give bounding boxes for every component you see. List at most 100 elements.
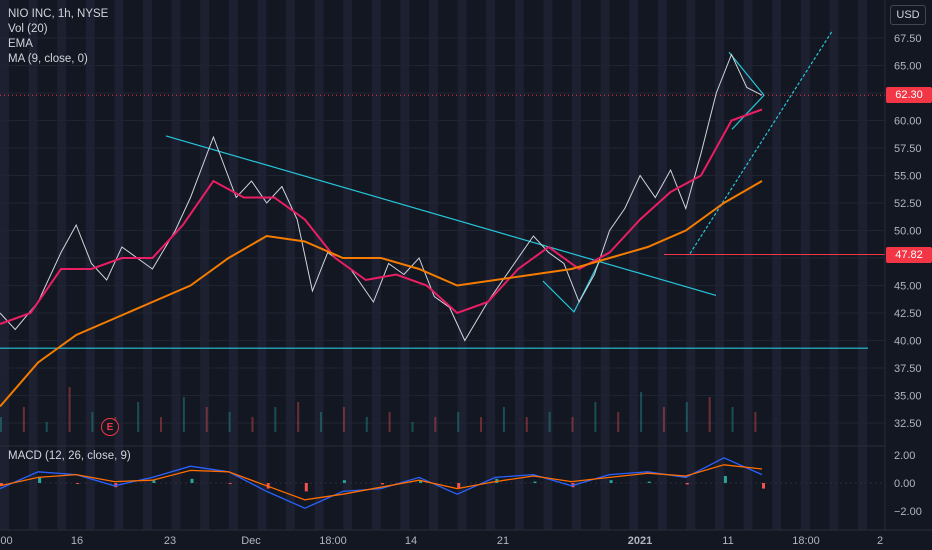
macd-histogram-bar bbox=[152, 480, 156, 483]
y-tick-label: 60.00 bbox=[894, 116, 922, 128]
volume-bar bbox=[525, 417, 528, 432]
y-tick-label: 37.50 bbox=[894, 363, 922, 375]
session-background bbox=[0, 0, 867, 530]
session-stripe bbox=[800, 0, 810, 530]
session-stripe bbox=[171, 0, 181, 530]
pattern-lines bbox=[542, 259, 601, 313]
macd-histogram-bar bbox=[381, 483, 384, 485]
volume-bar bbox=[228, 412, 231, 432]
session-stripe bbox=[257, 0, 267, 530]
y-tick-label: 52.50 bbox=[894, 198, 922, 210]
session-stripe bbox=[743, 0, 753, 530]
x-tick-label: 21 bbox=[497, 535, 509, 547]
session-stripe bbox=[0, 0, 9, 530]
volume-bar bbox=[22, 407, 25, 432]
session-stripe bbox=[829, 0, 839, 530]
volume-bar bbox=[731, 407, 734, 432]
x-tick-label: 2 bbox=[877, 535, 883, 547]
earnings-marker-icon[interactable]: E bbox=[101, 418, 119, 436]
x-tick-label: 11 bbox=[722, 535, 733, 547]
volume-bar bbox=[342, 407, 345, 432]
macd-tick-label: 0.00 bbox=[894, 478, 915, 490]
volume-bar bbox=[388, 412, 391, 432]
y-tick-label: 50.00 bbox=[894, 226, 922, 238]
ma-indicator-label[interactable]: MA (9, close, 0) bbox=[8, 53, 88, 65]
y-tick-label: 32.50 bbox=[894, 418, 922, 430]
macd-histogram-bar bbox=[533, 481, 537, 483]
indicator-lines bbox=[0, 53, 763, 408]
volume-bar bbox=[662, 407, 665, 432]
session-stripe bbox=[57, 0, 67, 530]
session-stripe bbox=[486, 0, 496, 530]
macd-histogram-bar bbox=[609, 480, 613, 483]
volume-bar bbox=[411, 422, 414, 432]
session-stripe bbox=[657, 0, 667, 530]
volume-bar bbox=[137, 402, 140, 432]
session-stripe bbox=[200, 0, 210, 530]
volume-bar bbox=[502, 407, 505, 432]
macd-histogram-bar bbox=[419, 480, 423, 483]
volume-bar bbox=[571, 417, 574, 432]
volume-bar bbox=[457, 412, 460, 432]
macd-tick-label: 2.00 bbox=[894, 450, 915, 462]
macd-indicator-label[interactable]: MACD (12, 26, close, 9) bbox=[8, 450, 131, 462]
ma-line bbox=[0, 108, 763, 325]
x-tick-label: 18:00 bbox=[319, 535, 347, 547]
volume-bar bbox=[480, 417, 483, 432]
price-line bbox=[0, 53, 763, 342]
volume-bar bbox=[594, 402, 597, 432]
session-stripe bbox=[629, 0, 639, 530]
chart-legend: NIO INC, 1h, NYSE Vol (20) EMA MA (9, cl… bbox=[8, 7, 108, 67]
session-stripe bbox=[114, 0, 124, 530]
volume-bar bbox=[320, 412, 323, 432]
volume-bar bbox=[251, 417, 254, 432]
volume-bar bbox=[160, 417, 163, 432]
macd-histogram-bar bbox=[190, 478, 194, 483]
y-tick-label: 55.00 bbox=[894, 171, 922, 183]
volume-bar bbox=[434, 417, 437, 432]
session-stripe bbox=[85, 0, 95, 530]
macd-histogram-bar bbox=[228, 483, 232, 484]
macd-histogram-bar bbox=[0, 483, 3, 486]
volume-bar bbox=[68, 387, 71, 432]
session-stripe bbox=[28, 0, 38, 530]
session-stripe bbox=[858, 0, 867, 530]
volume-bars bbox=[0, 387, 757, 432]
vol-indicator-label[interactable]: Vol (20) bbox=[8, 23, 48, 35]
target-arrow-line bbox=[689, 31, 833, 254]
volume-bar bbox=[205, 407, 208, 432]
x-tick-label: 16 bbox=[71, 535, 83, 547]
volume-bar bbox=[754, 412, 757, 432]
macd-histogram-bar bbox=[723, 476, 727, 483]
volume-bar bbox=[617, 412, 620, 432]
volume-bar bbox=[548, 412, 551, 432]
y-tick-label: 65.00 bbox=[894, 61, 922, 73]
x-tick-label: Dec bbox=[241, 535, 261, 547]
symbol-title[interactable]: NIO INC, 1h, NYSE bbox=[8, 8, 109, 20]
session-stripe bbox=[514, 0, 524, 530]
y-tick-label: 67.50 bbox=[894, 33, 922, 45]
volume-bar bbox=[297, 402, 300, 432]
macd-histogram-bar bbox=[38, 477, 42, 483]
session-stripe bbox=[572, 0, 581, 530]
volume-bar bbox=[91, 412, 94, 432]
y-tick-label: 40.00 bbox=[894, 336, 922, 348]
macd-pane bbox=[0, 445, 885, 509]
session-stripe bbox=[429, 0, 438, 530]
y-tick-label: 35.00 bbox=[894, 391, 922, 403]
drawings bbox=[0, 31, 885, 349]
session-stripe bbox=[772, 0, 782, 530]
session-stripe bbox=[228, 0, 238, 530]
ema-line bbox=[0, 180, 763, 408]
macd-histogram-bar bbox=[685, 483, 689, 485]
volume-bar bbox=[274, 407, 277, 432]
x-tick-label: 23 bbox=[164, 535, 176, 547]
session-stripe bbox=[314, 0, 324, 530]
volume-bar bbox=[0, 417, 2, 432]
ema-indicator-label[interactable]: EMA bbox=[8, 38, 33, 50]
macd-histogram-bar bbox=[342, 480, 346, 483]
x-tick-label: 14 bbox=[405, 535, 417, 547]
x-tick-label: 18:00 bbox=[792, 535, 820, 547]
currency-button[interactable]: USD bbox=[890, 5, 926, 25]
